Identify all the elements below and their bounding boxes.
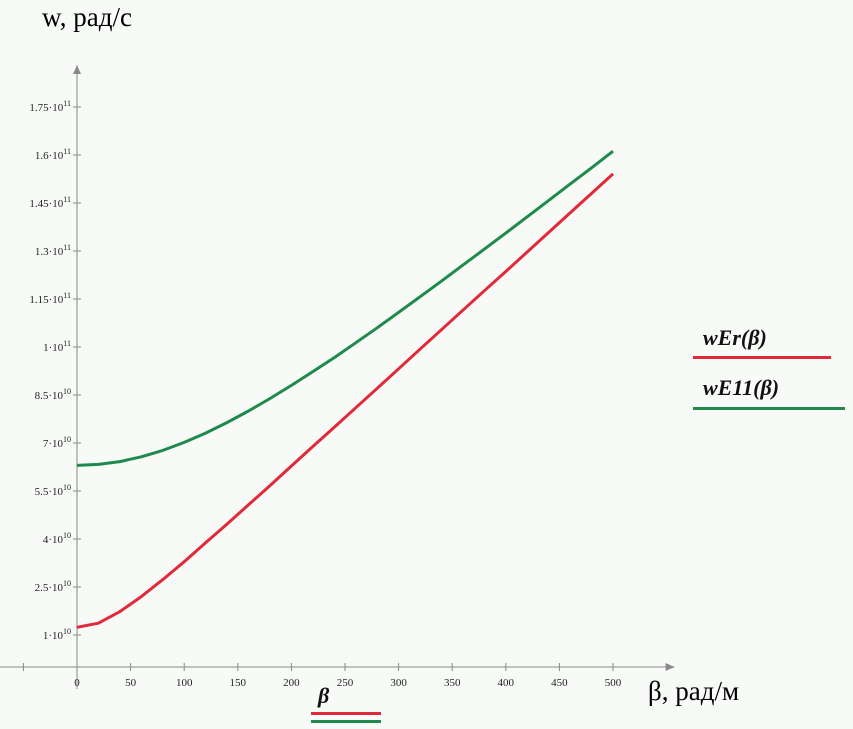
- y-tick-label: 1.3·1011: [35, 243, 71, 258]
- legend-label-wE11: wE11(β): [703, 375, 780, 400]
- x-tick-label: 250: [337, 677, 354, 689]
- x-tick-label: 300: [390, 677, 407, 689]
- legend-label-wEr: wEr(β): [703, 325, 767, 350]
- x-axis-arrow: [665, 663, 675, 671]
- y-tick-label: 7·1010: [43, 435, 71, 450]
- x-tick-label: 50: [125, 677, 137, 689]
- x-tick-label: 400: [498, 677, 515, 689]
- y-tick-label: 8.5·1010: [35, 387, 71, 402]
- x-tick-label: 150: [230, 677, 247, 689]
- legend-swatch-wE11: [693, 407, 845, 410]
- x-tick-label: 100: [176, 677, 193, 689]
- y-tick-label: 5.5·1010: [35, 483, 71, 498]
- y-tick-label: 1.15·1011: [29, 291, 71, 306]
- y-tick-label: 1·1011: [43, 339, 71, 354]
- y-axis-arrow: [73, 65, 81, 74]
- x-variable-swatch-green: [311, 720, 381, 723]
- x-variable-label: β: [318, 683, 330, 708]
- x-tick-label: 200: [283, 677, 300, 689]
- y-axis-title: w, рад/с: [42, 2, 132, 32]
- series-line-wE11: [76, 150, 614, 467]
- x-tick-label: 0: [74, 677, 80, 689]
- series-line-wEr: [76, 172, 615, 629]
- y-tick-label: 1·1010: [43, 627, 71, 642]
- y-tick-label: 1.75·1011: [29, 99, 71, 114]
- y-tick-label: 1.6·1011: [35, 147, 71, 162]
- x-axis-title: β, рад/м: [648, 676, 740, 706]
- y-tick-label: 2.5·1010: [35, 579, 71, 594]
- y-tick-label: 1.45·1011: [29, 195, 71, 210]
- legend-swatch-wEr: [693, 356, 831, 359]
- x-tick-label: 350: [444, 677, 461, 689]
- x-variable-swatch-red: [311, 712, 381, 715]
- x-tick-label: 500: [605, 677, 622, 689]
- x-tick-label: 450: [551, 677, 568, 689]
- y-tick-label: 4·1010: [43, 531, 71, 546]
